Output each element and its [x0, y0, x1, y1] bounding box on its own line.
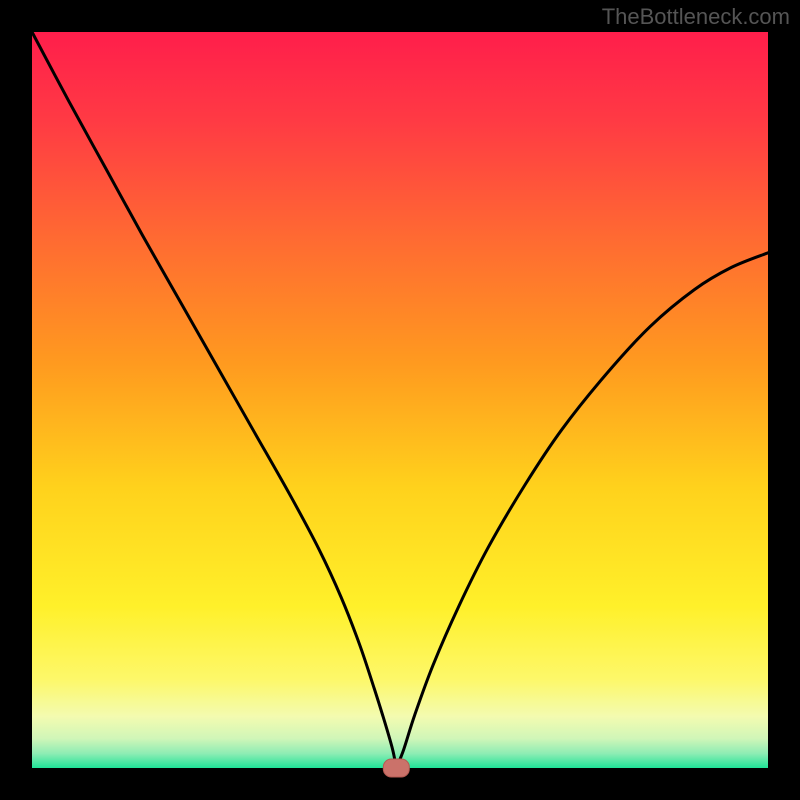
optimal-point-marker: [383, 759, 409, 777]
chart-background: [32, 32, 768, 768]
watermark-text: TheBottleneck.com: [602, 4, 790, 30]
bottleneck-curve-chart: [0, 0, 800, 800]
chart-container: TheBottleneck.com: [0, 0, 800, 800]
